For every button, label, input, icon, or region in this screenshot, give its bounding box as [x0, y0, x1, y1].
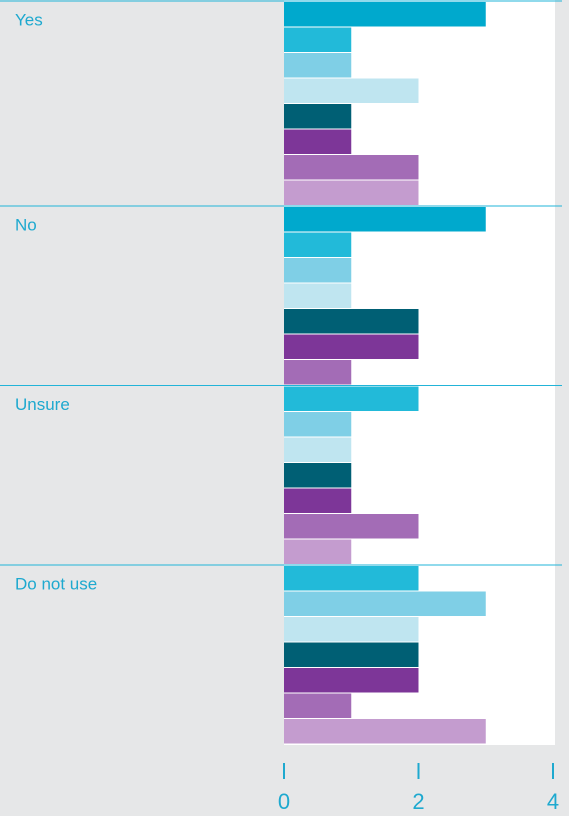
bar [284, 258, 352, 283]
bar [284, 360, 352, 385]
bar [284, 104, 352, 129]
bar [284, 566, 419, 591]
bar [284, 129, 352, 154]
bar [284, 334, 419, 359]
bar [284, 2, 486, 27]
bar [284, 386, 419, 411]
bar [284, 27, 352, 52]
bar [284, 155, 419, 180]
bar [284, 53, 352, 78]
bar [284, 668, 419, 693]
bar [284, 488, 352, 513]
x-tick-label: 4 [547, 789, 559, 814]
x-tick-label: 0 [278, 789, 290, 814]
bar [284, 617, 419, 642]
bar [284, 283, 352, 308]
bar [284, 232, 352, 257]
category-label: Do not use [15, 574, 97, 593]
category-label: Yes [15, 10, 43, 29]
bar [284, 78, 419, 103]
bar [284, 309, 419, 334]
bar [284, 693, 352, 718]
bar [284, 412, 352, 437]
category-label: No [15, 215, 37, 234]
bar [284, 463, 352, 488]
bar [284, 642, 419, 667]
bar [284, 514, 419, 539]
bar [284, 180, 419, 205]
bar [284, 591, 486, 616]
bar [284, 719, 486, 744]
bar [284, 437, 352, 462]
x-tick-label: 2 [412, 789, 424, 814]
bar [284, 207, 486, 232]
bar [284, 539, 352, 564]
category-label: Unsure [15, 395, 70, 414]
